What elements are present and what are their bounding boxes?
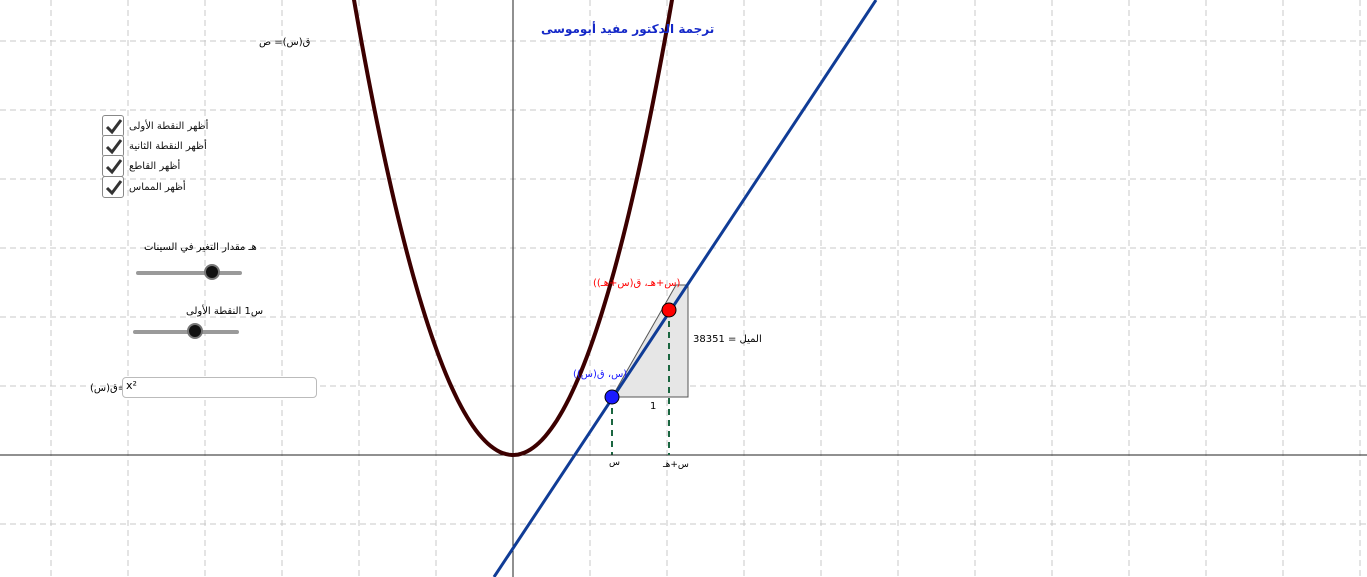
- checkbox-label: أظهر النقطة الثانية: [129, 140, 207, 152]
- tangent-line[interactable]: [492, 0, 878, 577]
- slider-track: [133, 330, 239, 334]
- function-input[interactable]: x²: [122, 377, 317, 398]
- checkbox-box[interactable]: [102, 115, 124, 137]
- slider-h[interactable]: [136, 263, 242, 283]
- check-icon: [105, 180, 123, 196]
- point-1-label: (س، ق(س)): [573, 369, 628, 380]
- slider-knob[interactable]: [203, 264, 220, 280]
- page-title: ترجمة الدكتور مفيد أبوموسى: [541, 22, 715, 36]
- checkbox-label: أظهر القاطع: [129, 160, 181, 172]
- checkbox-show-secant[interactable]: أظهر القاطع: [102, 155, 181, 177]
- slider-track: [136, 271, 242, 275]
- slider-h-label: هـ مقدار التغير في السينات: [144, 242, 257, 253]
- checkbox-show-point-1[interactable]: أظهر النقطة الأولى: [102, 115, 209, 137]
- check-icon: [105, 139, 123, 155]
- slider-knob[interactable]: [187, 323, 203, 339]
- run-label: 1: [650, 401, 657, 412]
- slider-x1[interactable]: [133, 322, 239, 342]
- checkbox-show-point-2[interactable]: أظهر النقطة الثانية: [102, 135, 207, 157]
- check-icon: [105, 159, 123, 175]
- point-2-label: (س+هـ، ق(س+هـ)): [593, 278, 681, 289]
- checkbox-label: أظهر النقطة الأولى: [129, 120, 209, 132]
- function-curve[interactable]: [230, 0, 794, 458]
- checkbox-box[interactable]: [102, 176, 124, 198]
- function-label: ق(س)= ص: [259, 37, 311, 48]
- x-tick-label-1: س: [609, 458, 620, 468]
- point-2[interactable]: [661, 302, 677, 318]
- input-label: ق(س)=: [90, 383, 126, 394]
- point-1[interactable]: [604, 389, 620, 405]
- slider-x1-label: س1 النقطة الأولى: [186, 306, 264, 317]
- checkbox-show-tangent[interactable]: أظهر المماس: [102, 176, 186, 198]
- checkbox-box[interactable]: [102, 135, 124, 157]
- checkbox-box[interactable]: [102, 155, 124, 177]
- checkbox-label: أظهر المماس: [129, 181, 186, 193]
- check-icon: [105, 119, 123, 135]
- slope-label: الميل = 38351: [693, 334, 762, 345]
- x-tick-label-2: س+هـ: [663, 460, 689, 470]
